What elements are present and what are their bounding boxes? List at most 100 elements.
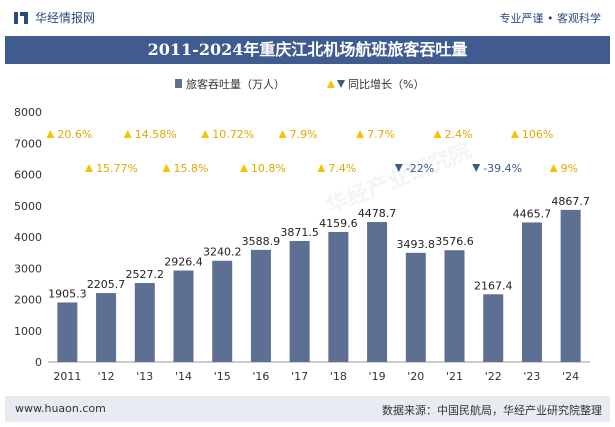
- bar-value-label: 1905.3: [48, 287, 87, 300]
- bar-value-label: 4478.7: [358, 207, 397, 220]
- x-tick-label: '18: [330, 370, 347, 383]
- y-tick-label: 1000: [14, 325, 42, 338]
- footer-website: www.huaon.com: [15, 402, 106, 415]
- x-tick-label: '19: [369, 370, 386, 383]
- x-tick-label: '17: [291, 370, 308, 383]
- bar-value-label: 4465.7: [513, 207, 552, 220]
- bar: [96, 293, 117, 362]
- title-bar: 2011-2024年重庆江北机场航班旅客吞吐量: [5, 36, 610, 64]
- legend-up-triangle-icon: [327, 80, 335, 88]
- bar: [367, 222, 388, 362]
- growth-markers: 20.6% 15.77% 14.58% 15.8% 10.72% 10.8% 7.9% 7.4…: [46, 128, 578, 175]
- growth-label: 15.8%: [174, 162, 209, 175]
- bar: [173, 270, 194, 362]
- growth-label: -22%: [406, 162, 434, 175]
- growth-up-marker: [317, 164, 326, 172]
- bar-value-label: 2527.2: [126, 268, 165, 281]
- growth-label: 20.6%: [57, 128, 92, 141]
- bar-value-label: 4159.6: [319, 217, 358, 230]
- y-tick-label: 4000: [14, 231, 42, 244]
- growth-label: 9%: [561, 162, 578, 175]
- growth-label: 14.58%: [135, 128, 177, 141]
- growth-up-marker: [162, 164, 171, 172]
- growth-label: 7.7%: [367, 128, 395, 141]
- growth-up-marker: [46, 130, 55, 138]
- chart: 华经产业研究院 旅客吞吐量（万人） 同比增长（%） 0 1000 2000 3000 4…: [14, 77, 590, 383]
- bar-value-label: 3576.6: [435, 235, 474, 248]
- logo-text: 华经情报网: [35, 11, 96, 25]
- bar-value-label: 3871.5: [280, 226, 319, 239]
- growth-up-marker: [201, 130, 210, 138]
- growth-down-marker: [472, 164, 481, 172]
- bar-labels: 1905.32205.72527.22926.43240.23588.93871…: [48, 195, 590, 301]
- top-bar: 华经情报网 专业严谨 • 客观科学: [0, 0, 615, 36]
- legend: 旅客吞吐量（万人） 同比增长（%）: [175, 77, 424, 91]
- x-tick-label: '20: [407, 370, 424, 383]
- bar: [444, 250, 465, 362]
- bar: [405, 252, 426, 362]
- y-tick-label: 2000: [14, 294, 42, 307]
- x-tick-label: '22: [485, 370, 502, 383]
- bar: [212, 260, 233, 362]
- bar: [328, 232, 349, 362]
- watermark: 华经产业研究院: [323, 138, 476, 220]
- growth-up-marker: [356, 130, 365, 138]
- slogan: 专业严谨 • 客观科学: [499, 12, 601, 25]
- growth-label: 10.8%: [251, 162, 286, 175]
- bar: [483, 294, 504, 362]
- growth-label: 106%: [522, 128, 553, 141]
- footer: www.huaon.com 数据来源：中国民航局，华经产业研究院整理: [5, 396, 610, 422]
- y-tick-label: 8000: [14, 106, 42, 119]
- x-tick-label: 2011: [53, 370, 81, 383]
- footer-source: 数据来源：中国民航局，华经产业研究院整理: [382, 404, 602, 417]
- legend-down-triangle-icon: [337, 80, 345, 88]
- growth-label: -39.4%: [483, 162, 522, 175]
- x-tick-label: '15: [214, 370, 231, 383]
- y-tick-label: 0: [35, 356, 42, 369]
- x-tick-label: '13: [136, 370, 153, 383]
- growth-down-marker: [394, 164, 403, 172]
- growth-up-marker: [278, 130, 287, 138]
- bar-value-label: 2205.7: [87, 278, 126, 291]
- logo: 华经情报网: [14, 9, 95, 26]
- x-tick-label: '12: [98, 370, 115, 383]
- legend-label-volume: 旅客吞吐量（万人）: [186, 77, 285, 91]
- bar: [250, 249, 271, 362]
- y-tick-label: 6000: [14, 169, 42, 182]
- growth-up-marker: [510, 130, 519, 138]
- growth-label: 15.77%: [96, 162, 138, 175]
- chart-title: 2011-2024年重庆江北机场航班旅客吞吐量: [147, 40, 468, 59]
- logo-icon: [14, 11, 28, 24]
- legend-bar-swatch: [175, 79, 182, 88]
- bar-value-label: 4867.7: [551, 195, 590, 208]
- growth-up-marker: [123, 130, 132, 138]
- bar: [560, 209, 581, 362]
- growth-up-marker: [549, 164, 558, 172]
- bar: [521, 222, 542, 362]
- bar-value-label: 2926.4: [164, 256, 203, 269]
- growth-label: 2.4%: [445, 128, 473, 141]
- legend-label-growth: 同比增长（%）: [348, 77, 424, 91]
- growth-label: 7.4%: [328, 162, 356, 175]
- growth-label: 10.72%: [212, 128, 254, 141]
- bar-value-label: 3240.2: [203, 246, 242, 259]
- bar-value-label: 3588.9: [242, 235, 281, 248]
- bar: [289, 241, 310, 362]
- bar: [134, 283, 155, 362]
- y-tick-label: 5000: [14, 200, 42, 213]
- growth-label: 7.9%: [290, 128, 318, 141]
- y-tick-label: 3000: [14, 262, 42, 275]
- x-tick-labels: 2011 '12 '13 '14 '15 '16 '17 '18 '19 '20 '21 '22 '23…: [53, 370, 579, 383]
- bar-value-label: 3493.8: [397, 238, 436, 251]
- growth-up-marker: [239, 164, 248, 172]
- growth-up-marker: [85, 164, 94, 172]
- x-tick-label: '23: [523, 370, 540, 383]
- x-tick-label: '14: [175, 370, 192, 383]
- bars: [57, 209, 581, 362]
- x-tick-label: '21: [446, 370, 463, 383]
- y-tick-label: 7000: [14, 137, 42, 150]
- x-tick-label: '24: [562, 370, 579, 383]
- bar-value-label: 2167.4: [474, 279, 513, 292]
- x-tick-label: '16: [252, 370, 269, 383]
- growth-up-marker: [433, 130, 442, 138]
